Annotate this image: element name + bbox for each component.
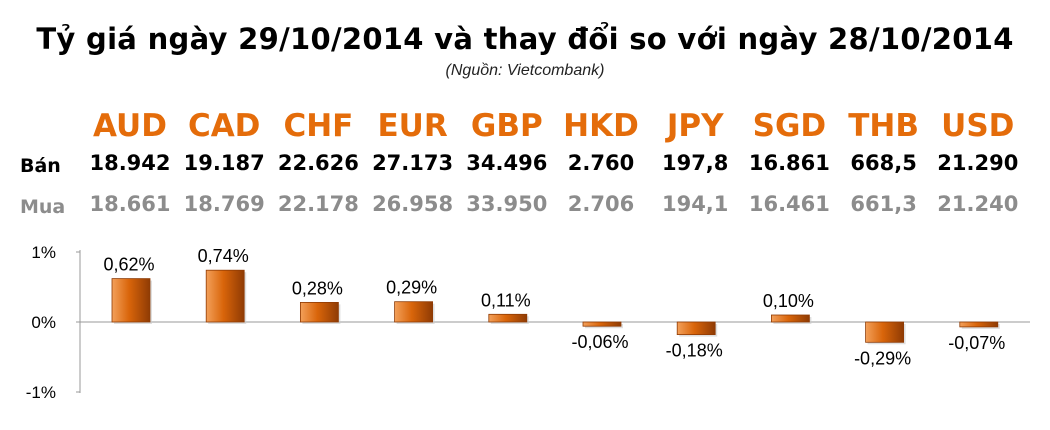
buy-rate-row: Mua 18.661 18.769 22.178 26.958 33.950 2.706 1… [0, 192, 1050, 228]
data-label-cad: 0,74% [198, 246, 249, 266]
bar-cad [205, 269, 245, 323]
currency-code-usd: USD [941, 108, 1015, 144]
data-label-hkd: -0,06% [571, 332, 628, 352]
source-note: (Nguồn: Vietcombank) [445, 62, 605, 79]
sell-rate-gbp: 34.496 [466, 151, 548, 175]
sell-rate-thb: 668,5 [850, 151, 917, 175]
bar-jpy [676, 321, 716, 336]
bar-chf [299, 301, 339, 323]
currency-code-row: AUD CAD CHF EUR GBP HKD JPY SGD THB USD [0, 108, 1050, 144]
sell-rate-sgd: 16.861 [748, 151, 830, 175]
sell-row-label: Bán [20, 155, 61, 177]
sell-rate-chf: 22.626 [277, 151, 359, 175]
currency-code-gbp: GBP [470, 108, 543, 144]
data-label-chf: 0,28% [292, 278, 343, 298]
bar-aud [111, 278, 151, 323]
buy-rate-thb: 661,3 [850, 192, 917, 216]
buy-rate-hkd: 2.706 [567, 192, 635, 216]
buy-rate-usd: 21.240 [937, 192, 1019, 216]
sell-rate-eur: 27.173 [372, 151, 454, 175]
buy-rate-sgd: 16.461 [748, 192, 830, 216]
bar-gbp [488, 313, 528, 323]
buy-rate-aud: 18.661 [89, 192, 171, 216]
data-label-thb: -0,29% [854, 348, 911, 368]
bar-eur [394, 301, 434, 323]
sell-rate-row: Bán 18.942 19.187 22.626 27.173 34.496 2.760 1… [0, 151, 1050, 187]
currency-code-eur: EUR [377, 108, 448, 144]
bar-sgd [771, 314, 810, 323]
buy-rate-eur: 26.958 [372, 192, 454, 216]
y-tick-label: -1% [26, 383, 56, 402]
buy-rate-jpy: 194,1 [661, 192, 729, 216]
buy-rate-gbp: 33.950 [466, 192, 548, 216]
data-label-gbp: 0,11% [481, 290, 531, 310]
bar-usd [959, 321, 999, 328]
y-tick-label: 1% [31, 243, 56, 262]
data-label-sgd: 0,10% [763, 291, 814, 311]
currency-code-cad: CAD [187, 108, 261, 144]
currency-code-chf: CHF [283, 108, 354, 144]
currency-code-jpy: JPY [666, 108, 724, 144]
buy-row-label: Mua [20, 196, 66, 218]
page-title: Tỷ giá ngày 29/10/2014 và thay đổi so vớ… [36, 22, 1014, 56]
currency-code-hkd: HKD [563, 108, 639, 144]
sell-rate-jpy: 197,8 [661, 151, 729, 175]
sell-rate-cad: 19.187 [183, 151, 265, 175]
sell-rate-usd: 21.290 [937, 151, 1019, 175]
currency-code-aud: AUD [93, 108, 167, 144]
bar-hkd [582, 321, 622, 327]
currency-code-sgd: SGD [752, 108, 827, 144]
data-label-aud: 0,62% [103, 255, 154, 275]
data-label-eur: 0,29% [386, 278, 437, 298]
sell-rate-hkd: 2.760 [567, 151, 635, 175]
buy-rate-chf: 22.178 [277, 192, 359, 216]
bar-thb [865, 321, 904, 343]
sell-rate-aud: 18.942 [89, 151, 171, 175]
buy-rate-cad: 18.769 [183, 192, 265, 216]
data-label-jpy: -0,18% [666, 341, 723, 361]
data-label-usd: -0,07% [948, 333, 1005, 353]
y-tick-label: 0% [31, 313, 56, 332]
currency-code-thb: THB [848, 108, 919, 144]
